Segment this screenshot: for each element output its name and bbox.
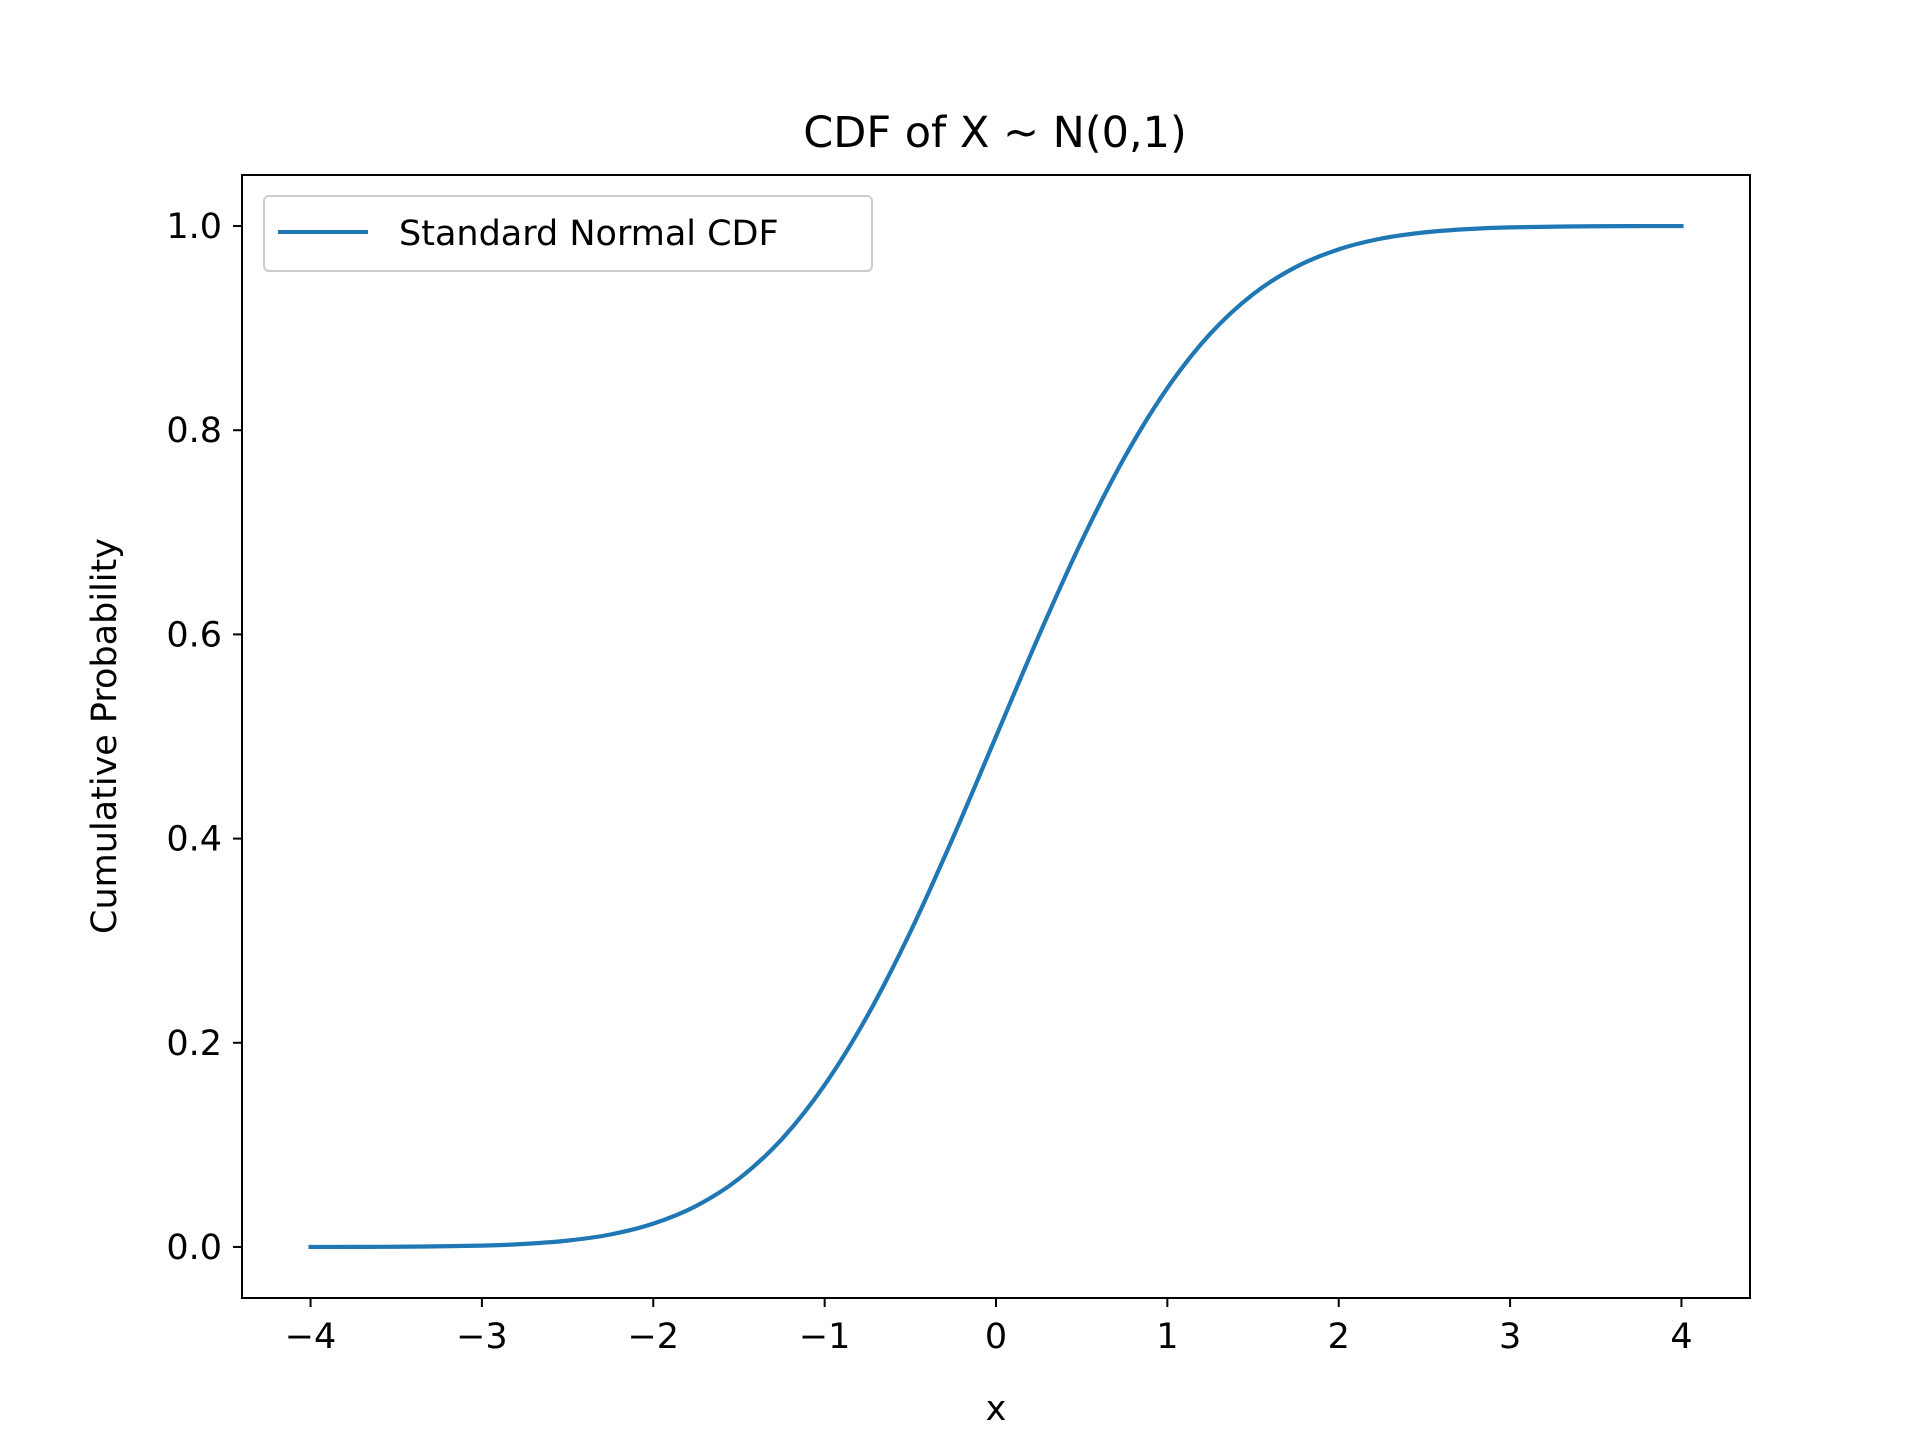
x-tick-label: −3 (456, 1317, 508, 1357)
x-tick-label: 4 (1670, 1317, 1692, 1357)
x-tick-label: −1 (799, 1317, 851, 1357)
legend-box (263, 195, 873, 272)
x-tick-label: −2 (627, 1317, 679, 1357)
y-tick-label: 0.0 (166, 1228, 222, 1268)
x-tick-label: −4 (285, 1317, 337, 1357)
y-tick-label: 0.6 (166, 615, 222, 655)
x-tick-label: 3 (1499, 1317, 1521, 1357)
x-axis: −4 −3 −2 −1 0 1 2 3 4 (285, 1298, 1693, 1357)
y-tick-label: 0.8 (166, 411, 222, 451)
x-tick-label: 1 (1156, 1317, 1178, 1357)
y-tick-label: 0.4 (166, 820, 222, 860)
plot-area (308, 223, 1684, 1250)
x-axis-label: x (986, 1389, 1007, 1429)
series-line-0 (308, 223, 1684, 1250)
chart-title: CDF of X ~ N(0,1) (803, 108, 1187, 158)
legend: Standard Normal CDF (263, 195, 873, 272)
legend-label: Standard Normal CDF (399, 214, 779, 254)
x-tick-label: 2 (1328, 1317, 1350, 1357)
y-axis-label: Cumulative Probability (85, 538, 125, 934)
y-tick-label: 0.2 (166, 1024, 222, 1064)
y-axis: 0.0 0.2 0.4 0.6 0.8 1.0 (166, 207, 242, 1268)
x-tick-label: 0 (985, 1317, 1007, 1357)
y-tick-label: 1.0 (166, 207, 222, 247)
